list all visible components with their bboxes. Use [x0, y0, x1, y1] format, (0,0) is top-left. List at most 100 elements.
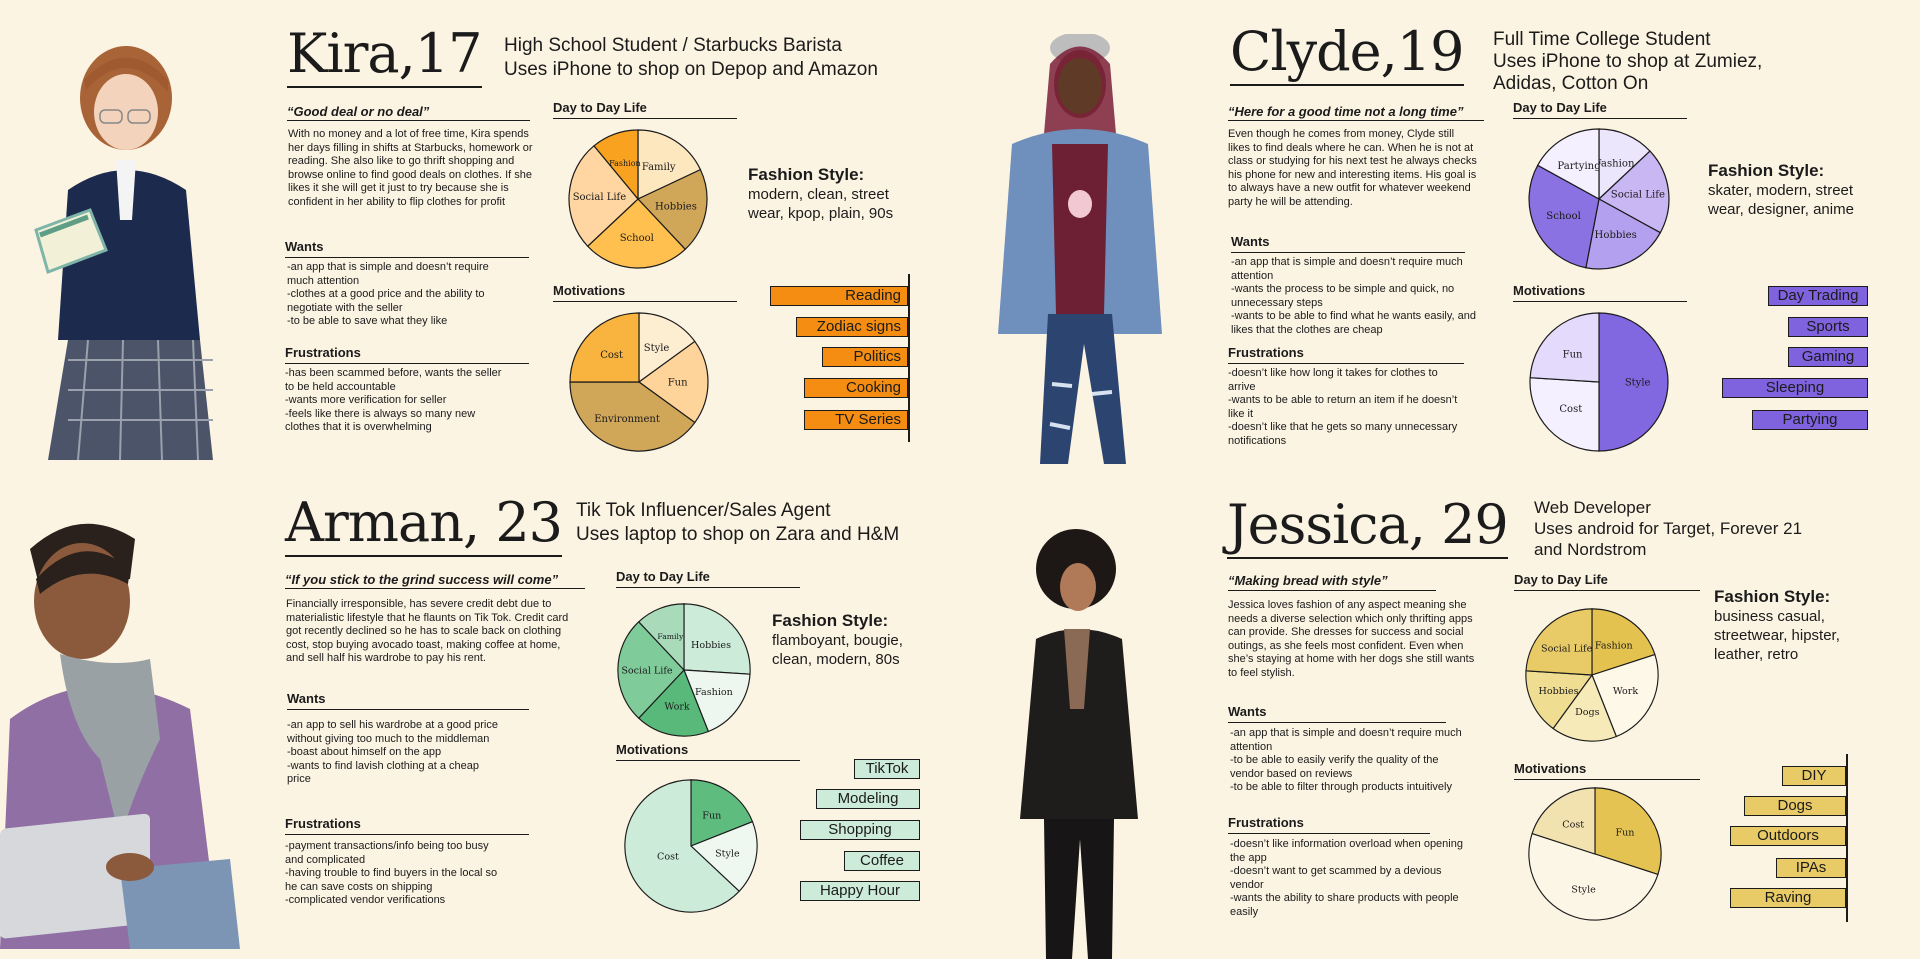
- quote-underline: [285, 588, 585, 589]
- persona-name: Jessica, 29: [1227, 495, 1509, 559]
- persona-name: Clyde,19: [1230, 22, 1464, 86]
- day-chart-title: Day to Day Life: [553, 100, 737, 119]
- motivations-pie-chart: Style Fun Environment Cost: [569, 312, 709, 452]
- day-to-day-pie-chart: Fashion Work Dogs Hobbies Social Life: [1525, 608, 1659, 742]
- pie-slice-label: Style: [1625, 378, 1651, 389]
- frustrations-heading: Frustrations: [1228, 815, 1430, 834]
- list-item: -wants more verification for seller: [285, 394, 447, 407]
- headline-line: Tik Tok Influencer/Sales Agent: [576, 500, 831, 521]
- persona-card-clyde: Clyde,19 Full Time College Student Uses …: [960, 0, 1920, 479]
- tags-axis-line: [908, 274, 910, 442]
- list-item: -wants to be able to find what he wants …: [1231, 310, 1476, 336]
- persona-headline: High School Student / Starbucks Barista …: [504, 34, 878, 82]
- persona-card-kira: Kira,17 High School Student / Starbucks …: [0, 0, 960, 479]
- fashion-style-heading: Fashion Style:: [1708, 161, 1825, 180]
- pie-slice: [1529, 312, 1600, 383]
- list-item: -an app that is simple and doesn’t requi…: [1230, 727, 1462, 753]
- wants-heading: Wants: [1231, 234, 1465, 253]
- interest-tag: Gaming: [1788, 347, 1868, 367]
- list-item: -wants to find lavish clothing at a chea…: [287, 759, 480, 786]
- persona-quote: “Good deal or no deal”: [287, 104, 430, 119]
- pie-slice-label: Dogs: [1575, 707, 1600, 718]
- interest-tag: TikTok: [854, 759, 920, 779]
- list-item: -wants the process to be simple and quic…: [1231, 283, 1455, 309]
- motivations-chart-title: Motivations: [616, 742, 800, 761]
- pie-slice-label: Fun: [702, 811, 721, 822]
- interest-tag: Zodiac signs: [796, 317, 908, 337]
- wants-list: -an app to sell his wardrobe at a good p…: [287, 719, 505, 787]
- interest-tag: Politics: [822, 347, 908, 367]
- pie-slice: [1536, 128, 1600, 201]
- wants-list: -an app that is simple and doesn’t requi…: [1230, 727, 1470, 795]
- fashion-style-heading: Fashion Style:: [772, 611, 889, 630]
- persona-bio: Jessica loves fashion of any aspect mean…: [1228, 599, 1475, 679]
- interest-tag: Happy Hour: [800, 881, 920, 901]
- interests-tags: Reading Zodiac signs Politics Cooking TV…: [760, 274, 910, 444]
- quote-underline: [287, 120, 530, 121]
- pie-slice-label: Partying: [1557, 161, 1601, 172]
- motivations-pie-chart: Style Cost Fun: [1529, 312, 1669, 452]
- list-item: -doesn’t like information overload when …: [1230, 838, 1463, 864]
- pie-slice: [1531, 787, 1596, 855]
- pie-slice-label: School: [1546, 211, 1581, 222]
- persona-bio: Financially irresponsible, has severe cr…: [286, 598, 569, 665]
- pie-slice-label: Cost: [657, 851, 679, 862]
- frustrations-heading: Frustrations: [1228, 345, 1464, 364]
- interest-tag: Sports: [1788, 317, 1868, 337]
- persona-name: Kira,17: [287, 24, 482, 88]
- pie-slice-label: Fashion: [609, 159, 641, 168]
- frustrations-list: -doesn’t like how long it takes for clot…: [1228, 367, 1460, 449]
- day-to-day-pie-chart: Hobbies Fashion Work Social Life Family: [617, 603, 751, 737]
- persona-card-arman: Arman, 23 Tik Tok Influencer/Sales Agent…: [0, 479, 960, 958]
- fashion-style-value: skater, modern, street wear, designer, a…: [1708, 182, 1854, 218]
- interest-tag: TV Series: [804, 410, 908, 430]
- interest-tag: Modeling: [816, 789, 920, 809]
- list-item: -wants the ability to share products wit…: [1230, 892, 1459, 918]
- pie-slice: [1525, 608, 1593, 676]
- headline-line: Web Developer: [1534, 498, 1651, 517]
- pie-slice: [1594, 787, 1662, 876]
- list-item: -doesn’t want to get scammed by a deviou…: [1230, 865, 1442, 891]
- interests-tags: Day Trading Sports Gaming Sleeping Party…: [1722, 276, 1872, 446]
- persona-headline: Full Time College Student Uses iPhone to…: [1493, 29, 1762, 95]
- list-item: -complicated vendor verifications: [285, 894, 446, 907]
- day-to-day-pie-chart: Family Hobbies School Social Life Fashion: [568, 129, 708, 269]
- motivations-pie-chart: Fun Style Cost: [1528, 787, 1662, 921]
- frustrations-heading: Frustrations: [285, 345, 529, 364]
- pie-slice: [637, 129, 702, 200]
- wants-heading: Wants: [285, 239, 529, 258]
- frustrations-heading: Frustrations: [285, 816, 529, 835]
- list-item: -an app that is simple and doesn’t requi…: [1231, 256, 1463, 282]
- pie-slice-label: Social Life: [1611, 190, 1665, 201]
- list-item: -boast about himself on the app: [287, 746, 442, 759]
- interest-tag: Coffee: [844, 851, 920, 871]
- tags-axis-line: [1846, 754, 1848, 922]
- pie-slice-label: School: [620, 233, 654, 244]
- pie-slice-label: Social Life: [573, 192, 627, 203]
- pie-slice-label: Social Life: [1541, 643, 1593, 654]
- frustrations-list: -has been scammed before, wants the sell…: [285, 367, 503, 435]
- pie-slice: [1598, 128, 1651, 201]
- pie-slice-label: Cost: [1562, 819, 1584, 830]
- pie-slice-label: Hobbies: [655, 202, 697, 213]
- pie-slice-label: Style: [644, 343, 670, 354]
- fashion-style-value: modern, clean, street wear, kpop, plain,…: [748, 186, 894, 222]
- pie-slice: [586, 198, 687, 269]
- quote-underline: [1228, 590, 1436, 591]
- day-chart-title: Day to Day Life: [1514, 572, 1700, 591]
- pie-slice: [1598, 312, 1669, 452]
- pie-slice-label: Fun: [1615, 828, 1634, 839]
- pie-slice: [568, 144, 639, 248]
- pie-slice: [1525, 670, 1594, 730]
- headline-line: Full Time College Student: [1493, 29, 1711, 50]
- pie-slice: [638, 312, 696, 384]
- wants-list: -an app that is simple and doesn’t requi…: [287, 261, 501, 329]
- interest-tag: Day Trading: [1768, 286, 1868, 306]
- pie-slice-label: Work: [1613, 686, 1639, 697]
- list-item: -an app to sell his wardrobe at a good p…: [287, 719, 498, 745]
- headline-line: High School Student / Starbucks Barista: [504, 35, 842, 56]
- pie-slice: [683, 669, 751, 733]
- pie-slice: [624, 779, 741, 913]
- pie-slice-label: Hobbies: [691, 640, 731, 651]
- interest-tag: IPAs: [1776, 858, 1846, 878]
